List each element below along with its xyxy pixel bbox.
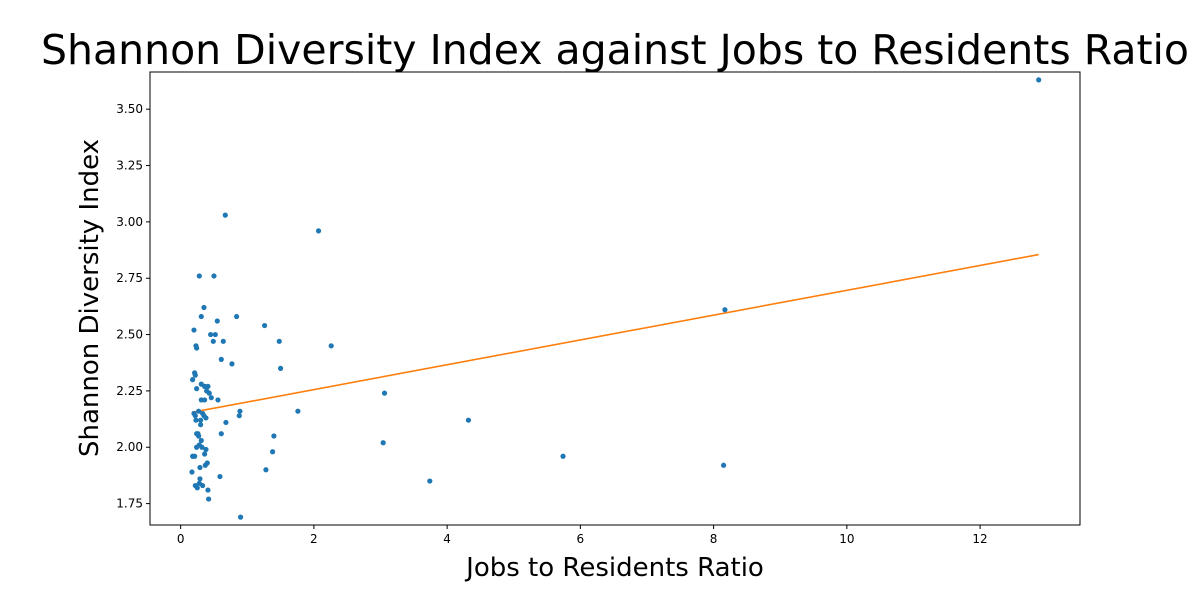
data-point xyxy=(212,331,218,338)
data-point xyxy=(381,390,388,396)
data-point xyxy=(238,514,244,520)
data-point xyxy=(193,417,199,423)
data-point xyxy=(194,485,200,491)
data-point xyxy=(201,304,207,311)
data-point xyxy=(328,343,334,349)
chart-title: Shannon Diversity Index against Jobs to … xyxy=(41,26,1189,74)
data-point xyxy=(217,473,223,480)
y-tick-label: 2.50 xyxy=(116,328,143,342)
y-axis-ticks: 1.75 2.00 2.25 2.50 2.75 3.00 3.25 3.50 xyxy=(116,102,150,511)
data-point xyxy=(229,361,235,367)
x-tick-label: 12 xyxy=(972,532,987,546)
data-point xyxy=(204,460,210,466)
data-point xyxy=(198,422,204,428)
data-point xyxy=(208,395,214,401)
data-point xyxy=(197,476,203,482)
data-point xyxy=(465,417,472,423)
data-point xyxy=(194,386,200,392)
data-point xyxy=(206,390,212,396)
x-tick-label: 2 xyxy=(310,532,318,546)
x-tick-label: 4 xyxy=(443,532,451,546)
data-point xyxy=(269,449,276,455)
data-points xyxy=(189,77,1042,520)
x-axis-label: Jobs to Residents Ratio xyxy=(464,553,764,583)
y-tick-label: 2.75 xyxy=(116,271,143,285)
y-tick-label: 3.25 xyxy=(116,159,143,173)
data-point xyxy=(199,444,205,450)
data-point xyxy=(210,338,216,344)
data-point xyxy=(203,446,209,453)
trend-line xyxy=(191,253,1039,414)
data-point xyxy=(190,377,196,383)
x-tick-label: 6 xyxy=(577,532,585,546)
trend-line-group xyxy=(191,253,1039,414)
data-point xyxy=(192,372,198,378)
data-point xyxy=(189,469,195,475)
data-point xyxy=(208,331,214,338)
data-point xyxy=(295,408,301,414)
data-point xyxy=(200,482,206,489)
data-point xyxy=(722,307,728,313)
data-point xyxy=(271,433,277,439)
data-point xyxy=(197,464,203,471)
data-point xyxy=(192,453,198,459)
data-point xyxy=(218,431,224,437)
x-tick-label: 10 xyxy=(839,532,854,546)
x-tick-label: 8 xyxy=(710,532,718,546)
data-point xyxy=(196,433,202,439)
data-point xyxy=(277,365,284,371)
plot-frame xyxy=(149,71,1081,526)
data-point xyxy=(194,345,200,351)
data-point xyxy=(315,228,322,234)
data-point xyxy=(218,356,224,362)
data-point xyxy=(261,322,268,329)
data-point xyxy=(223,419,229,426)
y-tick-label: 3.50 xyxy=(116,102,143,116)
data-point xyxy=(196,273,202,279)
data-point xyxy=(720,462,727,468)
data-point xyxy=(276,338,282,344)
data-point xyxy=(1036,77,1042,83)
data-point xyxy=(234,313,240,320)
data-point xyxy=(198,417,204,423)
data-point xyxy=(205,487,211,493)
data-point xyxy=(192,413,198,419)
data-point xyxy=(206,496,212,502)
x-tick-label: 0 xyxy=(177,532,185,546)
x-axis-ticks: 0 2 4 6 8 10 12 xyxy=(177,525,988,546)
data-point xyxy=(427,478,433,484)
y-axis-label: Shannon Diversity Index xyxy=(75,139,105,457)
data-point xyxy=(202,451,208,457)
data-point xyxy=(380,440,386,446)
data-point xyxy=(263,467,269,473)
data-point xyxy=(237,408,243,414)
y-tick-label: 2.00 xyxy=(116,440,143,454)
data-point xyxy=(560,453,566,459)
data-point xyxy=(222,212,228,218)
y-tick-label: 2.25 xyxy=(116,384,143,398)
data-point xyxy=(198,313,204,320)
data-point xyxy=(198,437,204,444)
data-point xyxy=(191,327,197,333)
data-point xyxy=(220,338,226,344)
y-tick-label: 1.75 xyxy=(116,497,143,511)
data-point xyxy=(196,408,202,414)
y-tick-label: 3.00 xyxy=(116,215,143,229)
data-point xyxy=(215,397,221,403)
data-point xyxy=(202,397,208,403)
data-point xyxy=(214,318,220,324)
data-point xyxy=(205,383,211,389)
data-point xyxy=(236,413,242,419)
data-point xyxy=(203,415,209,421)
data-point xyxy=(211,273,217,279)
